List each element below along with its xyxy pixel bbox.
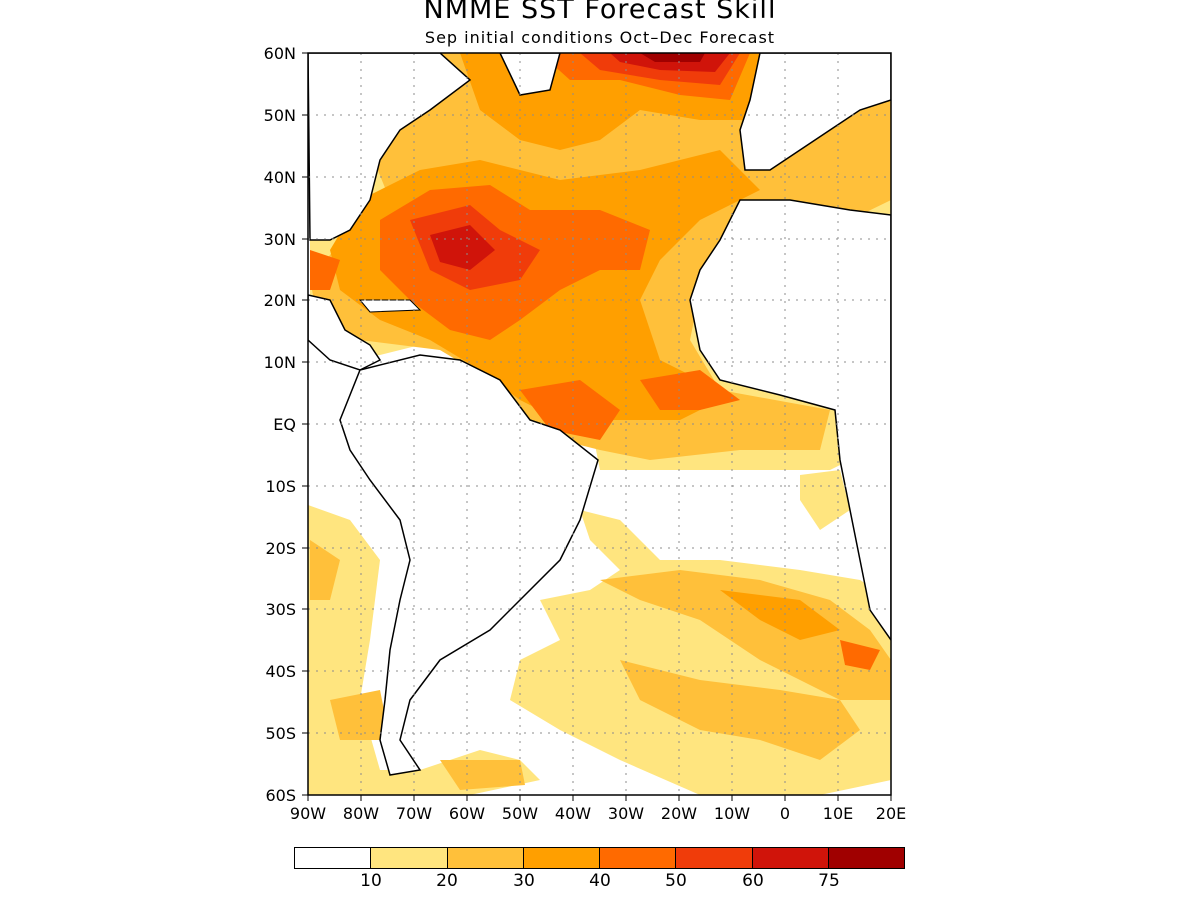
lon-label-80w: 80W <box>342 804 380 823</box>
skill-field <box>308 53 891 795</box>
map-title: NMME SST Forecast Skill <box>423 0 777 25</box>
lon-label-10e: 10E <box>822 804 854 823</box>
lon-label-20e: 20E <box>875 804 907 823</box>
skill-contour-40-50 <box>840 640 880 670</box>
lat-label-60s: 60S <box>265 786 296 805</box>
lon-label-30w: 30W <box>607 804 645 823</box>
europe-land <box>739 53 891 171</box>
skill-contour-10-20 <box>800 470 850 530</box>
map-subtitle: Sep initial conditions Oct–Dec Forecast <box>424 28 776 47</box>
colorbar-swatch <box>600 848 677 868</box>
skill-contour-60-75 <box>430 225 495 270</box>
lon-label-0: 0 <box>779 804 791 823</box>
colorbar-swatch <box>752 848 829 868</box>
skill-contour-20-30 <box>600 570 891 700</box>
colorbar-swatch <box>295 848 372 868</box>
lon-label-90w: 90W <box>289 804 327 823</box>
skill-contour-40-50 <box>310 250 340 290</box>
skill-contour-75-plus <box>640 53 705 62</box>
map-gridlines <box>308 53 891 795</box>
skill-contour-40-50 <box>520 380 620 440</box>
axis-ticks <box>302 52 892 801</box>
greenland-land <box>499 53 561 96</box>
colorbar-swatch <box>371 848 448 868</box>
colorbar-label-50: 50 <box>665 871 687 891</box>
lat-label-10n: 10N <box>263 353 296 372</box>
skill-contour-30-40 <box>720 590 840 640</box>
lon-label-70w: 70W <box>395 804 433 823</box>
north-america-land <box>308 53 472 241</box>
colorbar-swatch <box>676 848 753 868</box>
colorbar <box>294 847 905 869</box>
colorbar-label-30: 30 <box>513 871 535 891</box>
skill-contour-20-30 <box>620 660 860 760</box>
lat-label-30s: 30S <box>265 600 296 619</box>
lon-label-10w: 10W <box>713 804 751 823</box>
colorbar-swatch <box>523 848 600 868</box>
lat-label-50s: 50S <box>265 724 296 743</box>
lat-label-40s: 40S <box>265 662 296 681</box>
colorbar-label-75: 75 <box>818 871 840 891</box>
lon-label-40w: 40W <box>554 804 592 823</box>
colorbar-label-20: 20 <box>436 871 458 891</box>
lon-label-20w: 20W <box>660 804 698 823</box>
colorbar-label-60: 60 <box>742 871 764 891</box>
caribbean-island <box>358 299 422 313</box>
colorbar-label-10: 10 <box>360 871 382 891</box>
lat-label-20n: 20N <box>263 291 296 310</box>
lon-label-50w: 50W <box>501 804 539 823</box>
lon-label-60w: 60W <box>448 804 486 823</box>
skill-contour-40-50 <box>640 370 740 410</box>
lat-label-50n: 50N <box>263 106 296 125</box>
skill-contour-20-30 <box>330 690 390 740</box>
skill-contour-20-30 <box>310 540 340 600</box>
colorbar-swatch <box>447 848 524 868</box>
lat-label-40n: 40N <box>263 168 296 187</box>
south-america-land <box>339 354 599 776</box>
lat-label-10s: 10S <box>265 477 296 496</box>
lat-label-eq: EQ <box>273 415 296 434</box>
colorbar-label-40: 40 <box>589 871 611 891</box>
africa-land <box>689 199 891 642</box>
lat-label-30n: 30N <box>263 230 296 249</box>
colorbar-swatch <box>828 848 904 868</box>
lat-label-60n: 60N <box>263 44 296 63</box>
skill-contour-20-30 <box>440 760 525 790</box>
lat-label-20s: 20S <box>265 539 296 558</box>
central-america-land <box>308 294 382 371</box>
